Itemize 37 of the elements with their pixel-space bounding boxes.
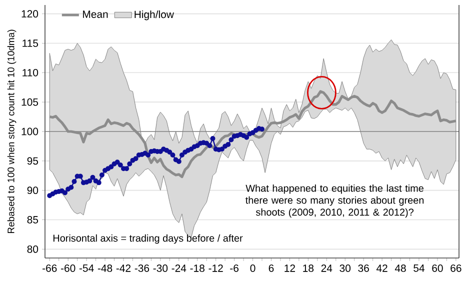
y-tick-label: 110 [22,68,38,76]
y-tick-label: 100 [22,128,38,136]
x-tick-label: 54 [414,264,424,272]
x-tick-label: -54 [79,264,94,272]
y-tick-label: 95 [27,157,38,165]
x-tick-label: 66 [450,264,462,272]
x-tick-label: 24 [321,264,332,272]
legend-label: High/low [134,10,174,20]
x-tick-label: -24 [172,264,186,272]
x-tick-label: 36 [358,264,369,272]
y-tick-label: 90 [27,186,38,194]
y-axis-title: Rebased to 100 when story count hit 10 (10dma) [7,30,16,234]
x-tick-label: 42 [376,264,388,272]
x-tick-label: 60 [432,264,443,272]
x-tick-label: -30 [153,264,168,272]
x-tick-label: -60 [60,264,76,272]
y-tick-label: 120 [22,10,38,18]
legend-label: Mean [83,10,108,18]
y-tick-label: 80 [27,245,38,253]
y-tick-label: 85 [27,216,38,224]
y-tick-label: 105 [22,98,38,106]
x-tick-label: -18 [190,264,204,272]
y-tick-label: 115 [22,40,38,47]
x-tick-label: 0 [250,264,256,272]
x-tick-label: 30 [340,264,351,272]
annotation: Horisontal axis = trading days before / after [53,234,243,244]
x-tick-label: -36 [134,264,150,272]
x-tick-label: 18 [303,264,314,272]
x-tick-label: 6 [268,264,274,272]
x-tick-label: -6 [230,264,238,272]
x-tick-label: -48 [98,264,112,272]
x-tick-label: -66 [42,264,57,272]
x-tick-label: -42 [116,264,131,272]
x-tick-label: 12 [284,264,295,272]
x-tick-label: 48 [394,264,406,272]
x-tick-label: -12 [208,264,223,272]
annotation: What happened to equities the last time there were so many stories about green shoots (2009, 2010, 2011 & 2012)? [246,184,424,218]
